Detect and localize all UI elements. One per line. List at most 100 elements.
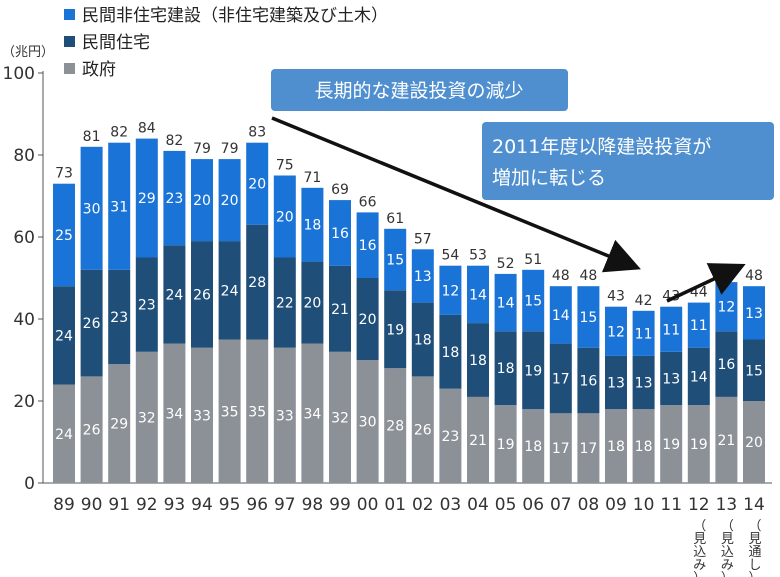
bar-segment bbox=[80, 269, 103, 377]
bar-value-label: 34 bbox=[303, 406, 321, 422]
bar-segment bbox=[329, 351, 351, 483]
bar-segment bbox=[218, 241, 241, 340]
bar-segment bbox=[549, 286, 572, 344]
bar-value-label: 17 bbox=[552, 371, 570, 387]
bar-value-label: 14 bbox=[552, 308, 570, 324]
bar-total-label: 48 bbox=[552, 268, 570, 284]
bar-segment bbox=[411, 249, 434, 303]
y-tick-label: 0 bbox=[24, 474, 35, 494]
bar-segment bbox=[356, 360, 379, 483]
x-tick-label: 11 bbox=[660, 495, 682, 515]
bar-value-label: 16 bbox=[717, 357, 735, 373]
x-tick-note: （見通し） bbox=[748, 519, 761, 577]
bar-segment bbox=[163, 245, 186, 344]
bar-value-label: 15 bbox=[524, 294, 542, 310]
bar-segment bbox=[577, 347, 600, 414]
bar-segment bbox=[163, 343, 186, 483]
x-tick-label: 04 bbox=[467, 495, 489, 515]
bar-value-label: 11 bbox=[690, 318, 708, 334]
bar-segment bbox=[632, 310, 655, 356]
bar-segment bbox=[577, 413, 600, 483]
bar-value-label: 11 bbox=[635, 326, 653, 342]
bar-segment bbox=[632, 409, 655, 483]
bar-total-label: 81 bbox=[83, 129, 101, 145]
bar-value-label: 19 bbox=[524, 363, 542, 379]
bar-segment bbox=[273, 347, 296, 483]
bar-value-label: 23 bbox=[110, 310, 128, 326]
y-axis-label: （兆円） bbox=[2, 45, 54, 60]
bar-segment bbox=[163, 150, 186, 246]
bar-value-label: 13 bbox=[745, 306, 763, 322]
bar-value-label: 17 bbox=[552, 441, 570, 457]
bar-value-label: 16 bbox=[579, 374, 597, 390]
bar-segment bbox=[411, 376, 434, 483]
bar-total-label: 53 bbox=[469, 248, 487, 264]
legend-swatch bbox=[64, 63, 75, 74]
bar-segment bbox=[301, 261, 324, 344]
bar-value-label: 32 bbox=[138, 410, 156, 426]
bar-segment bbox=[246, 339, 269, 483]
bar-segment bbox=[549, 343, 572, 414]
bar-segment bbox=[494, 273, 517, 332]
bar-segment bbox=[439, 314, 462, 389]
bar-value-label: 21 bbox=[331, 302, 349, 318]
bar-value-label: 26 bbox=[83, 423, 101, 439]
bar-segment bbox=[135, 138, 158, 258]
bar-segment bbox=[660, 306, 683, 352]
increase-arrow bbox=[666, 263, 746, 303]
bar-value-label: 24 bbox=[221, 283, 239, 299]
bar-value-label: 18 bbox=[414, 333, 432, 349]
bar-value-label: 18 bbox=[469, 353, 487, 369]
bar-total-label: 69 bbox=[331, 182, 349, 198]
bar-segment bbox=[743, 339, 765, 401]
bar-value-label: 11 bbox=[662, 322, 680, 338]
bar-total-label: 79 bbox=[221, 141, 239, 157]
bar-total-label: 79 bbox=[193, 141, 211, 157]
bar-segment bbox=[605, 409, 627, 483]
x-tick-label: 98 bbox=[302, 495, 324, 515]
bar-value-label: 35 bbox=[221, 404, 239, 420]
decline-arrow bbox=[271, 116, 641, 273]
bar-value-label: 18 bbox=[441, 345, 459, 361]
x-tick-label: 10 bbox=[633, 495, 655, 515]
callout-box bbox=[271, 69, 568, 111]
bar-total-label: 61 bbox=[386, 211, 404, 227]
x-tick-label: 14 bbox=[743, 495, 765, 515]
bar-segment bbox=[356, 278, 379, 360]
bar-segment bbox=[494, 405, 517, 483]
bar-value-label: 34 bbox=[165, 406, 183, 422]
bar-segment bbox=[384, 228, 407, 291]
bar-segment bbox=[108, 142, 131, 270]
callout-text: 長期的な建設投資の減少 bbox=[314, 80, 523, 102]
bar-segment bbox=[53, 286, 75, 385]
x-tick-label: 90 bbox=[81, 495, 103, 515]
bar-segment bbox=[687, 405, 710, 483]
bar-total-label: 83 bbox=[248, 125, 266, 141]
bar-segment bbox=[715, 396, 738, 483]
bar-total-label: 43 bbox=[662, 289, 680, 305]
bar-segment bbox=[743, 286, 765, 340]
x-tick-label: 01 bbox=[384, 495, 406, 515]
bar-total-label: 42 bbox=[635, 293, 653, 309]
x-tick-label: 99 bbox=[329, 495, 351, 515]
bar-segment bbox=[108, 364, 131, 483]
bar-segment bbox=[218, 339, 241, 483]
bar-segment bbox=[384, 368, 407, 483]
bar-segment bbox=[577, 286, 600, 348]
bar-total-label: 82 bbox=[165, 133, 183, 149]
bar-value-label: 15 bbox=[579, 310, 597, 326]
bar-total-label: 54 bbox=[441, 248, 459, 264]
bar-value-label: 26 bbox=[193, 287, 211, 303]
bar-value-label: 18 bbox=[303, 218, 321, 234]
bar-value-label: 17 bbox=[579, 441, 597, 457]
x-tick-label: 03 bbox=[440, 495, 462, 515]
bar-segment bbox=[467, 396, 489, 483]
bar-total-label: 48 bbox=[745, 268, 763, 284]
bar-value-label: 23 bbox=[138, 298, 156, 314]
bar-value-label: 25 bbox=[55, 228, 73, 244]
bar-total-label: 51 bbox=[524, 252, 542, 268]
bar-value-label: 13 bbox=[635, 376, 653, 392]
bar-value-label: 23 bbox=[165, 191, 183, 207]
bar-value-label: 20 bbox=[359, 312, 377, 328]
